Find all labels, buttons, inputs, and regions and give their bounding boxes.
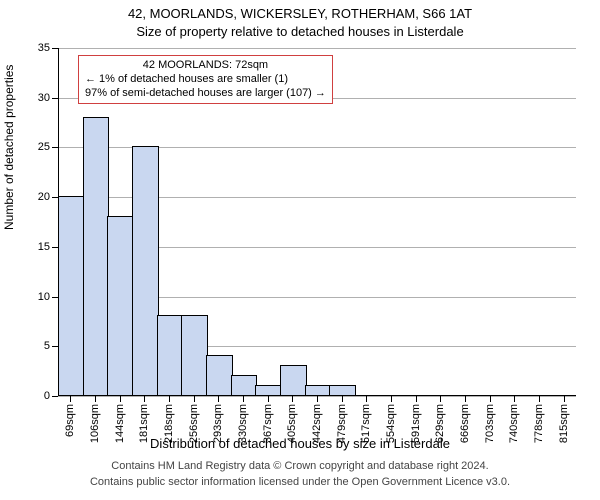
bar (132, 146, 159, 396)
x-tick (490, 396, 491, 402)
x-tick (194, 396, 195, 402)
gridline (58, 48, 576, 49)
bar (83, 117, 110, 396)
x-tick (144, 396, 145, 402)
bar (181, 315, 208, 396)
y-tick-label: 10 (20, 291, 50, 303)
y-tick-label: 5 (20, 340, 50, 352)
x-tick (564, 396, 565, 402)
x-tick (366, 396, 367, 402)
y-tick (52, 396, 58, 397)
y-axis-title: Number of detached properties (2, 65, 16, 230)
y-tick-label: 20 (20, 191, 50, 203)
x-tick (292, 396, 293, 402)
x-tick (218, 396, 219, 402)
bar (107, 216, 134, 396)
plot-area: 0510152025303569sqm106sqm144sqm181sqm218… (58, 48, 576, 396)
chart-root: { "title": "42, MOORLANDS, WICKERSLEY, R… (0, 0, 600, 500)
page-subtitle: Size of property relative to detached ho… (0, 24, 600, 39)
x-tick (268, 396, 269, 402)
x-tick (440, 396, 441, 402)
bar (231, 375, 258, 396)
footer-copyright: Contains HM Land Registry data © Crown c… (0, 460, 600, 472)
x-tick (342, 396, 343, 402)
x-tick (391, 396, 392, 402)
y-tick-label: 35 (20, 42, 50, 54)
x-tick (70, 396, 71, 402)
annotation-line: 42 MOORLANDS: 72sqm (85, 59, 326, 73)
y-axis-spine (58, 48, 59, 396)
x-axis-title: Distribution of detached houses by size … (0, 436, 600, 451)
page-title: 42, MOORLANDS, WICKERSLEY, ROTHERHAM, S6… (0, 6, 600, 21)
x-tick (416, 396, 417, 402)
x-tick (539, 396, 540, 402)
y-tick-label: 0 (20, 390, 50, 402)
y-tick-label: 25 (20, 141, 50, 153)
bar (206, 355, 233, 396)
y-tick-label: 15 (20, 241, 50, 253)
footer-licence: Contains public sector information licen… (0, 476, 600, 488)
x-tick (317, 396, 318, 402)
x-tick (120, 396, 121, 402)
bar (58, 196, 85, 396)
annotation-line: ← 1% of detached houses are smaller (1) (85, 73, 326, 87)
y-tick-label: 30 (20, 92, 50, 104)
bar (280, 365, 307, 396)
x-tick (95, 396, 96, 402)
x-axis-spine (58, 395, 576, 396)
annotation-line: 97% of semi-detached houses are larger (… (85, 87, 326, 101)
bar (157, 315, 184, 396)
x-tick (465, 396, 466, 402)
x-tick-label: 69sqm (64, 404, 76, 437)
x-tick (169, 396, 170, 402)
x-tick (514, 396, 515, 402)
x-tick (243, 396, 244, 402)
annotation-box: 42 MOORLANDS: 72sqm← 1% of detached hous… (78, 55, 333, 104)
